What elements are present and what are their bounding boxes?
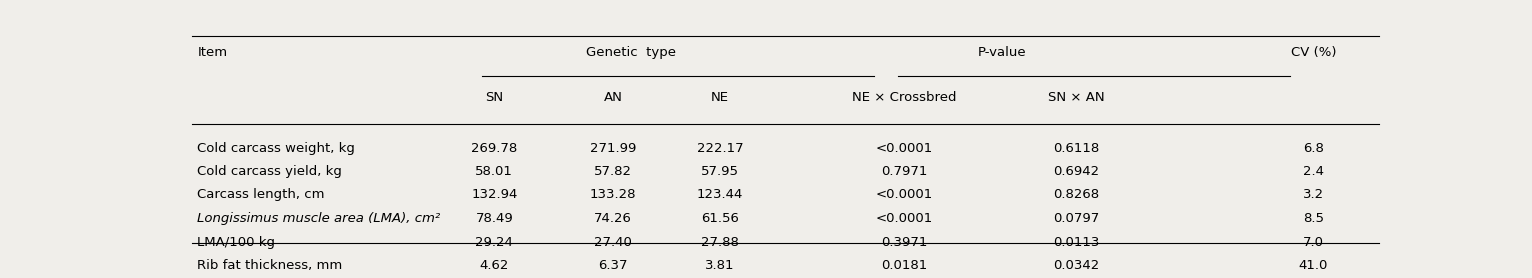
Text: 6.37: 6.37 — [597, 259, 628, 272]
Text: 0.3971: 0.3971 — [881, 235, 927, 249]
Text: SN: SN — [486, 91, 504, 104]
Text: CV (%): CV (%) — [1291, 46, 1336, 59]
Text: 0.0797: 0.0797 — [1052, 212, 1098, 225]
Text: LMA/100 kg: LMA/100 kg — [198, 235, 276, 249]
Text: <0.0001: <0.0001 — [875, 212, 933, 225]
Text: Rib fat thickness, mm: Rib fat thickness, mm — [198, 259, 343, 272]
Text: SN × AN: SN × AN — [1048, 91, 1105, 104]
Text: 271.99: 271.99 — [590, 142, 636, 155]
Text: Longissimus muscle area (LMA), cm²: Longissimus muscle area (LMA), cm² — [198, 212, 441, 225]
Text: NE × Crossbred: NE × Crossbred — [852, 91, 956, 104]
Text: 0.6942: 0.6942 — [1052, 165, 1098, 178]
Text: 2.4: 2.4 — [1304, 165, 1324, 178]
Text: 3.81: 3.81 — [705, 259, 735, 272]
Text: 3.2: 3.2 — [1302, 188, 1324, 202]
Text: 0.0181: 0.0181 — [881, 259, 927, 272]
Text: 0.7971: 0.7971 — [881, 165, 927, 178]
Text: 269.78: 269.78 — [472, 142, 518, 155]
Text: 78.49: 78.49 — [475, 212, 513, 225]
Text: Carcass length, cm: Carcass length, cm — [198, 188, 325, 202]
Text: <0.0001: <0.0001 — [875, 188, 933, 202]
Text: NE: NE — [711, 91, 729, 104]
Text: Cold carcass weight, kg: Cold carcass weight, kg — [198, 142, 355, 155]
Text: 58.01: 58.01 — [475, 165, 513, 178]
Text: Genetic  type: Genetic type — [585, 46, 676, 59]
Text: 8.5: 8.5 — [1304, 212, 1324, 225]
Text: AN: AN — [604, 91, 622, 104]
Text: P-value: P-value — [977, 46, 1026, 59]
Text: 27.40: 27.40 — [594, 235, 631, 249]
Text: 27.88: 27.88 — [702, 235, 738, 249]
Text: 7.0: 7.0 — [1304, 235, 1324, 249]
Text: 41.0: 41.0 — [1299, 259, 1328, 272]
Text: 0.0342: 0.0342 — [1052, 259, 1098, 272]
Text: <0.0001: <0.0001 — [875, 142, 933, 155]
Text: 4.62: 4.62 — [480, 259, 509, 272]
Text: Item: Item — [198, 46, 228, 59]
Text: 133.28: 133.28 — [590, 188, 636, 202]
Text: 61.56: 61.56 — [702, 212, 738, 225]
Text: 74.26: 74.26 — [594, 212, 631, 225]
Text: 132.94: 132.94 — [470, 188, 518, 202]
Text: 0.6118: 0.6118 — [1052, 142, 1098, 155]
Text: 6.8: 6.8 — [1304, 142, 1324, 155]
Text: 222.17: 222.17 — [697, 142, 743, 155]
Text: 123.44: 123.44 — [697, 188, 743, 202]
Text: 57.82: 57.82 — [594, 165, 633, 178]
Text: Cold carcass yield, kg: Cold carcass yield, kg — [198, 165, 342, 178]
Text: 57.95: 57.95 — [700, 165, 738, 178]
Text: 29.24: 29.24 — [475, 235, 513, 249]
Text: 0.0113: 0.0113 — [1052, 235, 1100, 249]
Text: 0.8268: 0.8268 — [1052, 188, 1098, 202]
